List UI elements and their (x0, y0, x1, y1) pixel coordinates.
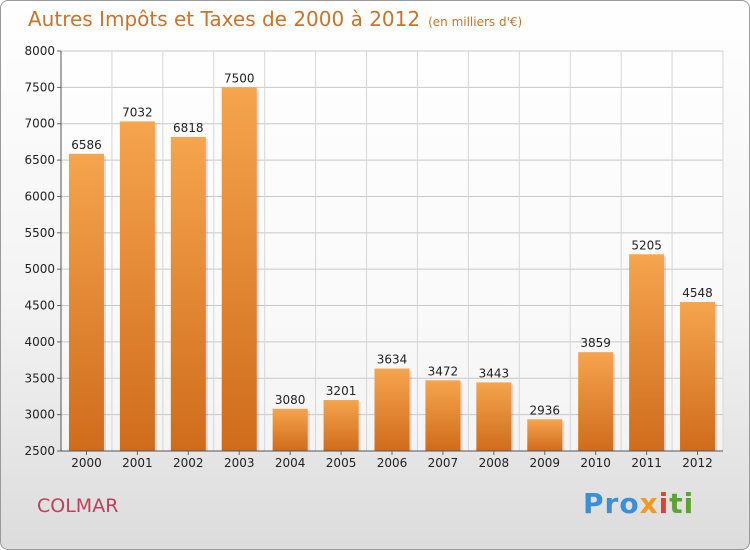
brand-part-4: ti (669, 487, 695, 520)
x-tick-label: 2011 (631, 456, 662, 470)
x-tick-label: 2006 (377, 456, 408, 470)
data-label: 3201 (326, 384, 357, 398)
bar (323, 400, 359, 451)
x-tick-label: 2008 (479, 456, 510, 470)
data-label: 6818 (173, 121, 204, 135)
bar (527, 419, 563, 451)
brand-part-2: x (639, 487, 659, 520)
x-tick-label: 2001 (122, 456, 153, 470)
bar (119, 121, 155, 452)
x-tick-label: 2000 (71, 456, 102, 470)
y-tick-label: 4000 (24, 335, 55, 349)
bar (170, 136, 206, 452)
y-tick-label: 7000 (24, 117, 55, 131)
x-tick-label: 2007 (428, 456, 459, 470)
data-label: 3472 (428, 364, 459, 378)
bar (272, 408, 308, 451)
x-tick-label: 2012 (682, 456, 713, 470)
city-name: COLMAR (37, 495, 119, 517)
bar (629, 254, 665, 451)
y-axis: 2500 3000 3500 4000 4500 5000 5500 6000 6500 7000… (24, 44, 62, 458)
brand-part-1: Pro (583, 487, 640, 520)
y-tick-label: 3000 (24, 408, 55, 422)
data-label: 4548 (682, 286, 713, 300)
x-tick-label: 2010 (580, 456, 611, 470)
y-tick-label: 6500 (24, 153, 55, 167)
chart-title-text: Autres Impôts et Taxes de 2000 à 2012 (28, 7, 421, 31)
bar (425, 380, 461, 451)
y-tick-label: 5500 (24, 226, 55, 240)
data-label: 7032 (122, 105, 153, 119)
y-tick-label: 7500 (24, 80, 55, 94)
bar (374, 368, 410, 451)
x-axis: 2000 2001 2002 2003 2004 2005 2006 2007 2008 2009… (61, 450, 723, 470)
y-tick-label: 6000 (24, 189, 55, 203)
x-tick-label: 2002 (173, 456, 204, 470)
data-label: 3443 (479, 366, 510, 380)
bar (680, 302, 716, 451)
bars: 6586 7032 6818 7500 3080 3201 3634 3472 3443 2936… (68, 71, 718, 452)
y-tick-label: 5000 (24, 262, 55, 276)
chart-title: Autres Impôts et Taxes de 2000 à 2012 (en… (28, 7, 522, 31)
x-tick-label: 2003 (224, 456, 255, 470)
brand-part-3: i (658, 487, 670, 520)
y-tick-label: 3500 (24, 371, 55, 385)
data-label: 3080 (275, 393, 306, 407)
x-tick-label: 2009 (529, 456, 560, 470)
bar (68, 153, 104, 451)
y-tick-label: 8000 (24, 44, 55, 58)
bar (476, 382, 512, 451)
chart-unit-label: (en milliers d'€) (428, 15, 523, 29)
data-label: 5205 (631, 238, 662, 252)
data-label: 3634 (377, 353, 408, 367)
x-tick-label: 2005 (326, 456, 357, 470)
y-tick-label: 4500 (24, 299, 55, 313)
data-label: 3859 (580, 336, 611, 350)
bar (578, 352, 614, 451)
data-label: 6586 (71, 138, 102, 152)
bar (221, 87, 257, 451)
y-tick-label: 2500 (24, 444, 55, 458)
data-label: 7500 (224, 71, 255, 85)
brand-logo: Proxiti (583, 487, 694, 520)
data-label: 2936 (529, 403, 560, 417)
x-tick-label: 2004 (275, 456, 306, 470)
